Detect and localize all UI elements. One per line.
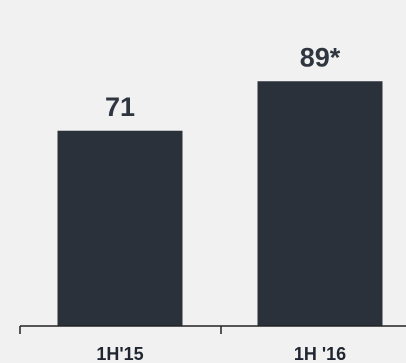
data-label-2: 89* [300,42,341,72]
x-tick-labels-group: 1H'15 1H '16 [96,344,346,363]
bar-1 [57,130,183,326]
bars-group [57,81,383,326]
bar-2 [257,81,383,326]
x-tick-label-1: 1H'15 [96,344,143,363]
x-tick-label-2: 1H '16 [294,344,346,363]
data-labels-group: 71 89* [105,42,341,122]
data-label-1: 71 [105,92,135,122]
